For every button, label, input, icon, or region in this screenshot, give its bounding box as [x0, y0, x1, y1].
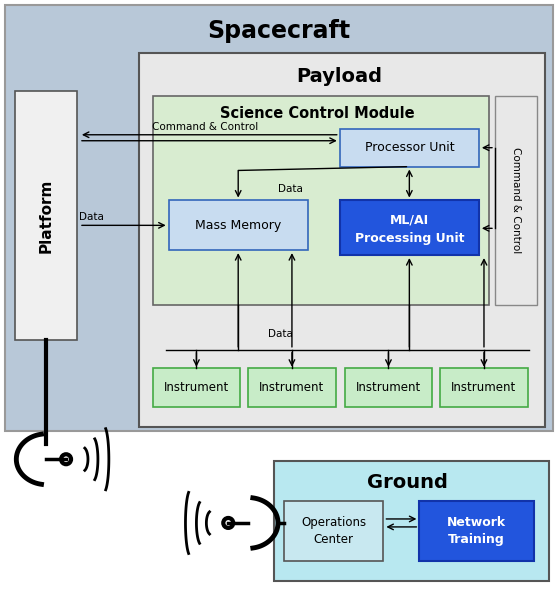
FancyBboxPatch shape: [153, 96, 489, 305]
Text: Data: Data: [277, 184, 302, 194]
FancyBboxPatch shape: [340, 200, 479, 255]
Text: Command & Control: Command & Control: [152, 122, 258, 132]
FancyBboxPatch shape: [6, 5, 552, 431]
Text: Payload: Payload: [297, 67, 383, 86]
FancyBboxPatch shape: [139, 53, 545, 428]
Text: Processor Unit: Processor Unit: [364, 141, 454, 154]
Text: Instrument: Instrument: [356, 381, 421, 394]
Text: Ground: Ground: [367, 473, 448, 492]
Text: Data: Data: [267, 329, 292, 339]
FancyBboxPatch shape: [440, 368, 528, 407]
FancyBboxPatch shape: [274, 461, 549, 581]
FancyBboxPatch shape: [153, 368, 240, 407]
FancyBboxPatch shape: [284, 501, 383, 561]
Text: Network: Network: [446, 516, 506, 529]
Text: Instrument: Instrument: [451, 381, 517, 394]
FancyBboxPatch shape: [419, 501, 533, 561]
Text: Spacecraft: Spacecraft: [208, 19, 350, 43]
FancyBboxPatch shape: [169, 200, 308, 250]
FancyBboxPatch shape: [345, 368, 432, 407]
Text: ML/AI: ML/AI: [390, 214, 429, 227]
Text: Instrument: Instrument: [259, 381, 325, 394]
Text: Instrument: Instrument: [164, 381, 229, 394]
Text: Platform: Platform: [39, 178, 54, 252]
Text: Center: Center: [314, 533, 354, 546]
FancyBboxPatch shape: [340, 129, 479, 166]
Text: Science Control Module: Science Control Module: [220, 106, 415, 121]
FancyBboxPatch shape: [248, 368, 336, 407]
Text: Data: Data: [79, 213, 104, 222]
Text: Command & Control: Command & Control: [511, 147, 521, 254]
FancyBboxPatch shape: [15, 91, 77, 340]
Text: Processing Unit: Processing Unit: [354, 232, 464, 245]
Text: Training: Training: [448, 533, 504, 546]
FancyBboxPatch shape: [495, 96, 537, 305]
Text: Mass Memory: Mass Memory: [195, 219, 281, 232]
Text: Operations: Operations: [301, 516, 366, 529]
